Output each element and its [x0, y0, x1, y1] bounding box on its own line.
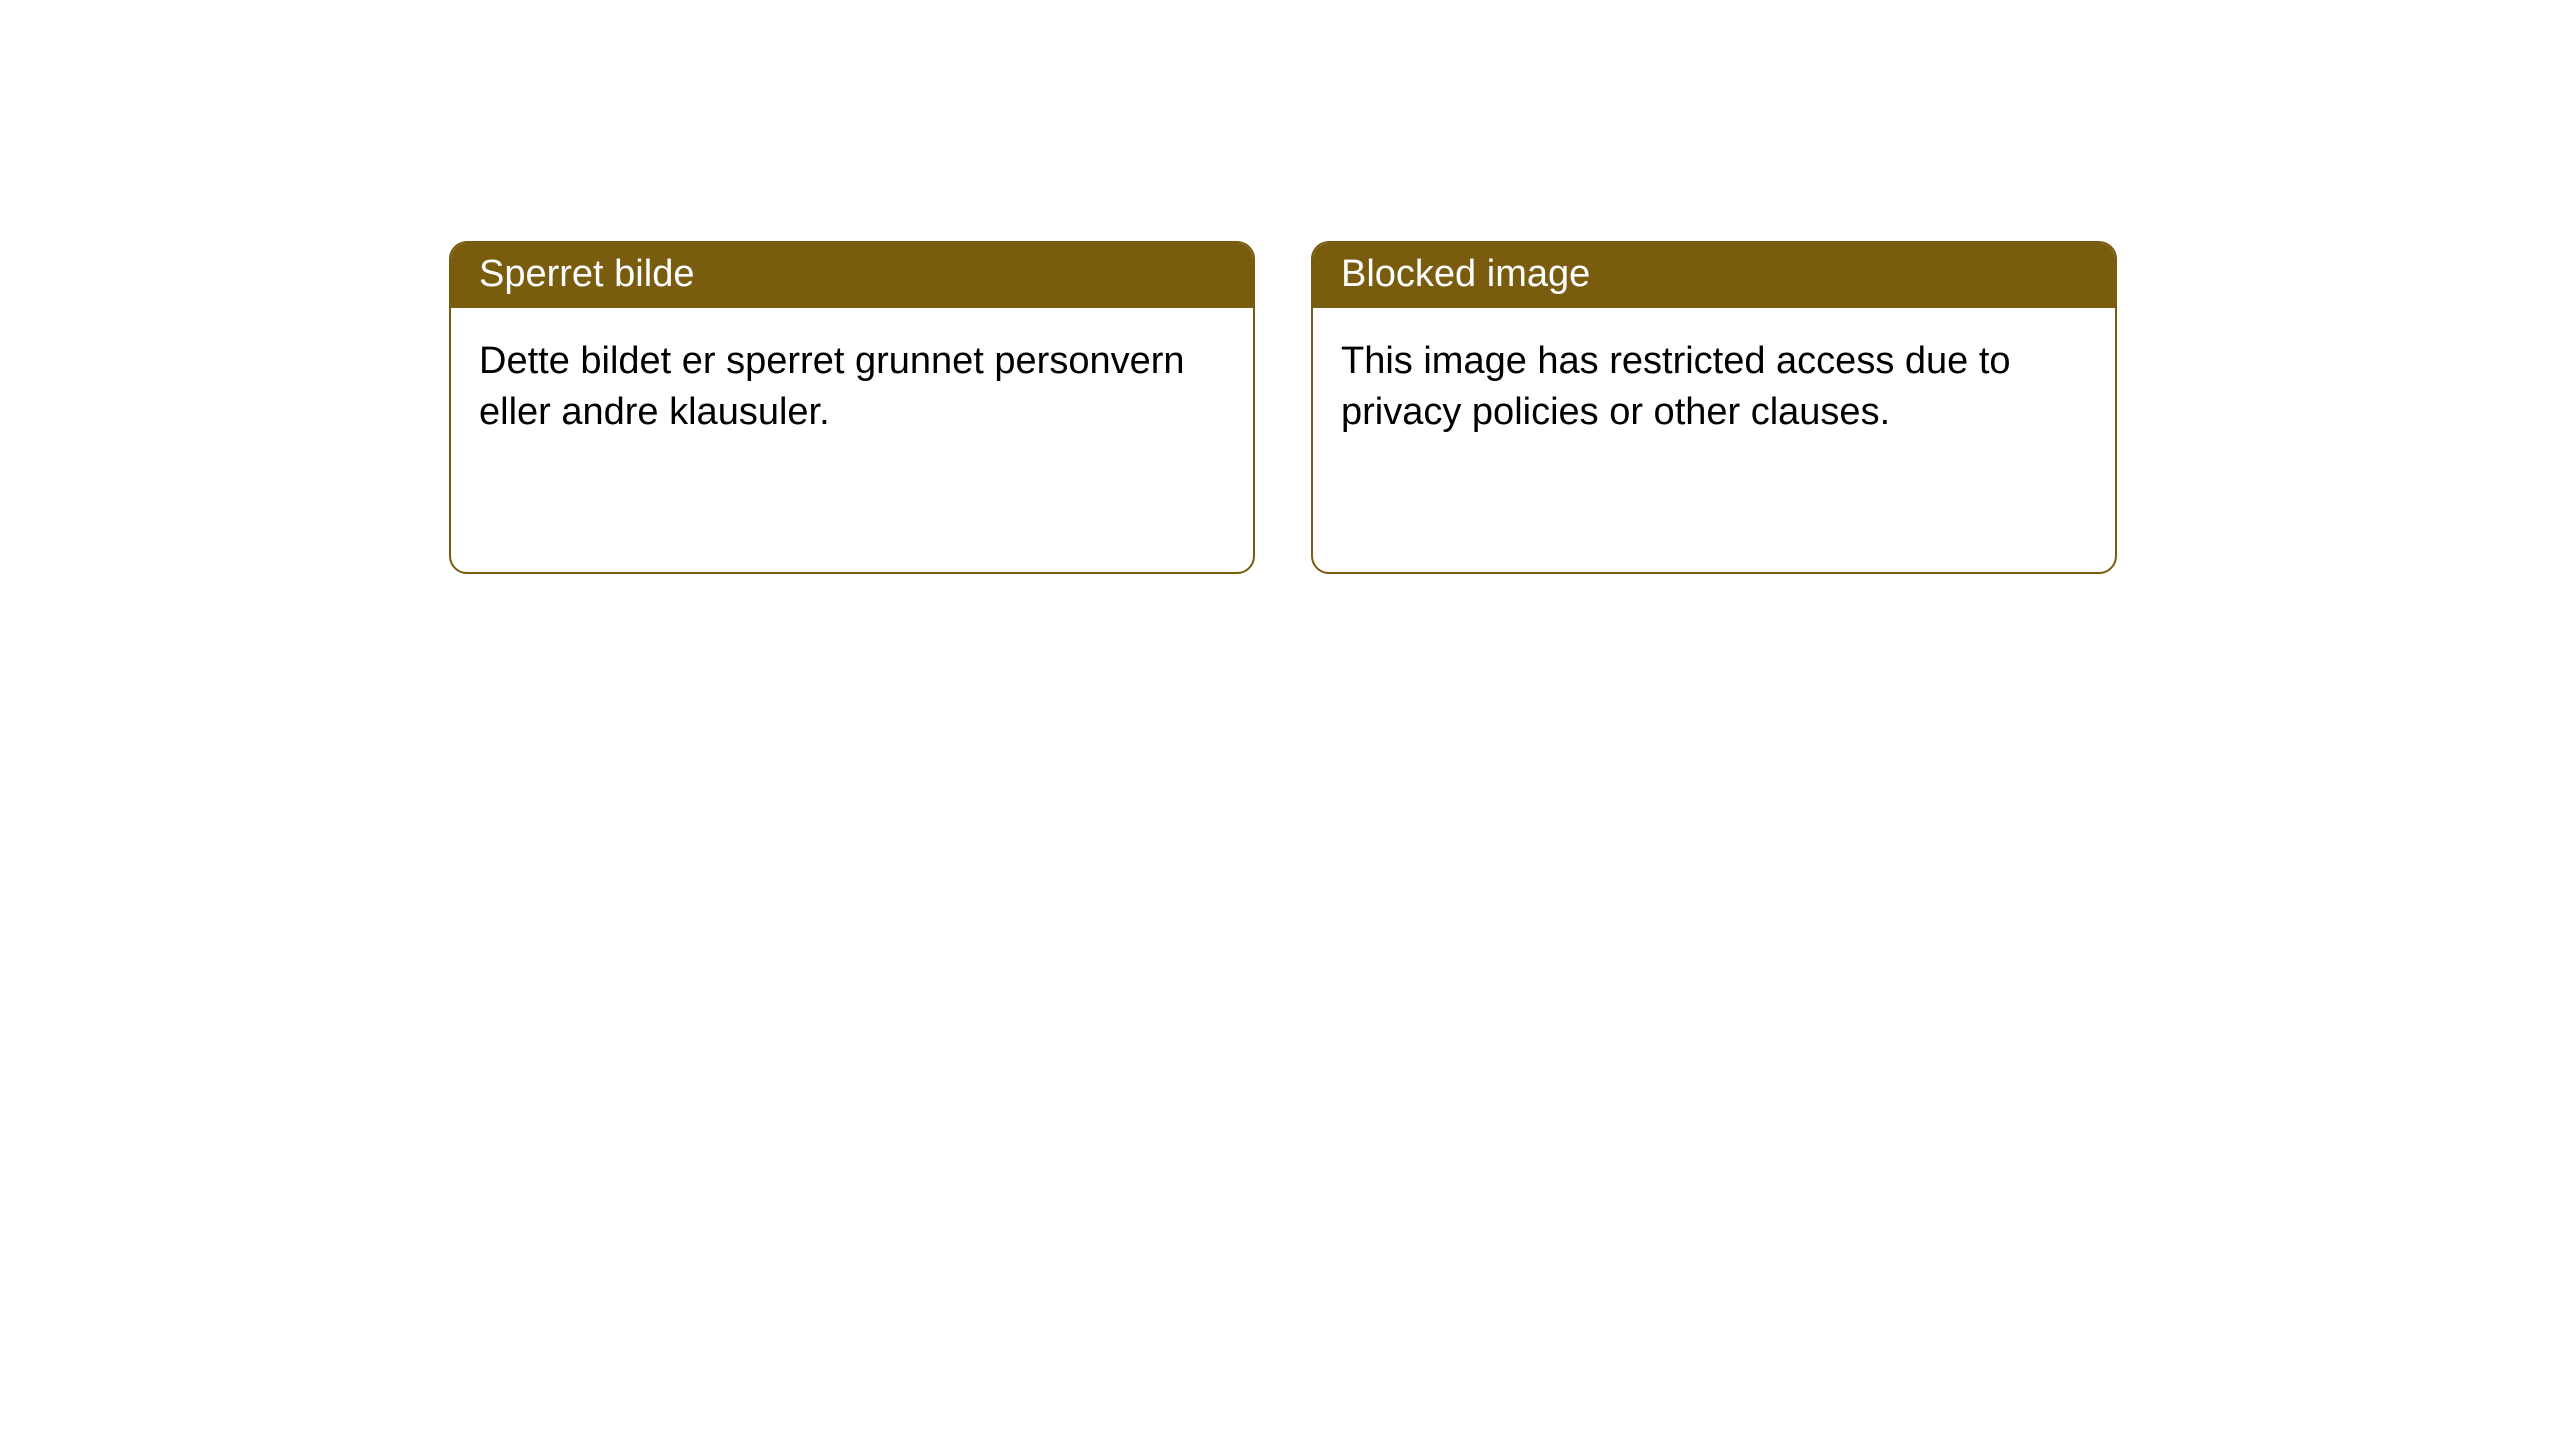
notice-header: Blocked image	[1313, 243, 2115, 308]
notice-title: Sperret bilde	[479, 253, 694, 295]
notice-card-norwegian: Sperret bilde Dette bildet er sperret gr…	[449, 241, 1255, 574]
notice-body-text: This image has restricted access due to …	[1341, 340, 2011, 433]
notice-body: This image has restricted access due to …	[1313, 308, 2115, 467]
notice-body: Dette bildet er sperret grunnet personve…	[451, 308, 1253, 467]
notice-title: Blocked image	[1341, 253, 1590, 295]
notice-container: Sperret bilde Dette bildet er sperret gr…	[0, 0, 2560, 574]
notice-card-english: Blocked image This image has restricted …	[1311, 241, 2117, 574]
notice-header: Sperret bilde	[451, 243, 1253, 308]
notice-body-text: Dette bildet er sperret grunnet personve…	[479, 340, 1185, 433]
